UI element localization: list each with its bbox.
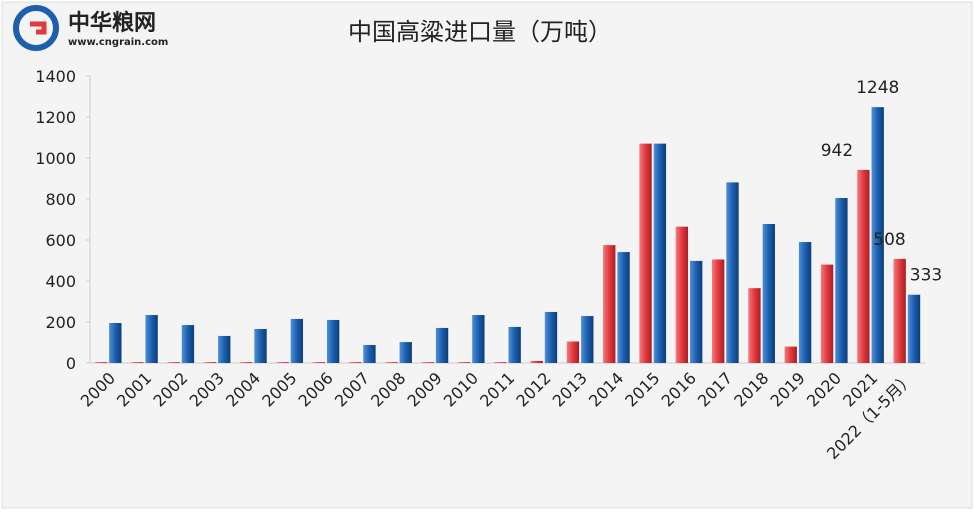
- chart-title: 中国高粱进口量（万吨）: [348, 18, 612, 46]
- bar: [457, 362, 471, 363]
- bar: [726, 182, 739, 363]
- bar: [835, 197, 848, 363]
- logo-url: www.cngrain.com: [68, 37, 168, 48]
- y-tick-label: 0: [66, 354, 76, 373]
- bar: [711, 259, 725, 363]
- value-label: 333: [910, 266, 942, 286]
- bar: [167, 362, 180, 363]
- y-tick-label: 1000: [35, 149, 76, 168]
- bar: [762, 224, 775, 363]
- bar: [581, 316, 594, 363]
- bar: [893, 258, 906, 363]
- bar: [603, 245, 616, 363]
- bar: [276, 362, 289, 363]
- bar: [675, 226, 689, 363]
- bar: [566, 341, 580, 363]
- bar: [421, 362, 434, 363]
- bar: [435, 327, 449, 363]
- bar: [94, 362, 108, 363]
- bar: [690, 260, 703, 363]
- bar: [784, 346, 797, 363]
- bar: [145, 315, 158, 363]
- value-label: 508: [873, 230, 905, 250]
- bar: [530, 360, 543, 363]
- bar: [254, 328, 267, 363]
- value-label: 1248: [856, 78, 899, 98]
- bar: [798, 242, 812, 363]
- bar: [218, 335, 231, 363]
- bar: [131, 362, 144, 363]
- bar: [544, 311, 558, 363]
- y-tick-label: 1400: [35, 67, 76, 86]
- logo: 中华粮网 www.cngrain.com: [13, 5, 168, 51]
- y-tick-label: 800: [45, 190, 76, 209]
- y-tick-label: 1200: [35, 108, 76, 127]
- bar: [385, 362, 398, 363]
- bar: [290, 318, 304, 363]
- bar: [326, 319, 340, 363]
- bar: [639, 143, 652, 363]
- y-tick-label: 200: [45, 313, 76, 332]
- bar: [508, 326, 521, 363]
- y-tick-label: 600: [45, 231, 76, 250]
- bar: [399, 342, 412, 363]
- bar: [348, 362, 362, 363]
- bar: [109, 323, 122, 363]
- bar: [653, 143, 667, 363]
- bar: [820, 264, 834, 363]
- bar: [617, 252, 630, 363]
- bar: [312, 362, 325, 363]
- bar: [907, 294, 921, 363]
- bar: [857, 169, 870, 363]
- bar: [871, 107, 884, 363]
- y-tick-label: 400: [45, 272, 76, 291]
- bar: [363, 344, 376, 363]
- bar: [203, 362, 217, 363]
- bar: [748, 288, 761, 363]
- bar: [494, 362, 507, 363]
- bar: [472, 315, 485, 363]
- bar: [181, 325, 195, 363]
- logo-icon: [13, 5, 59, 51]
- value-label: 942: [821, 141, 853, 161]
- logo-icon: [30, 21, 47, 35]
- bar: [240, 362, 253, 363]
- logo-name: 中华粮网: [68, 10, 156, 36]
